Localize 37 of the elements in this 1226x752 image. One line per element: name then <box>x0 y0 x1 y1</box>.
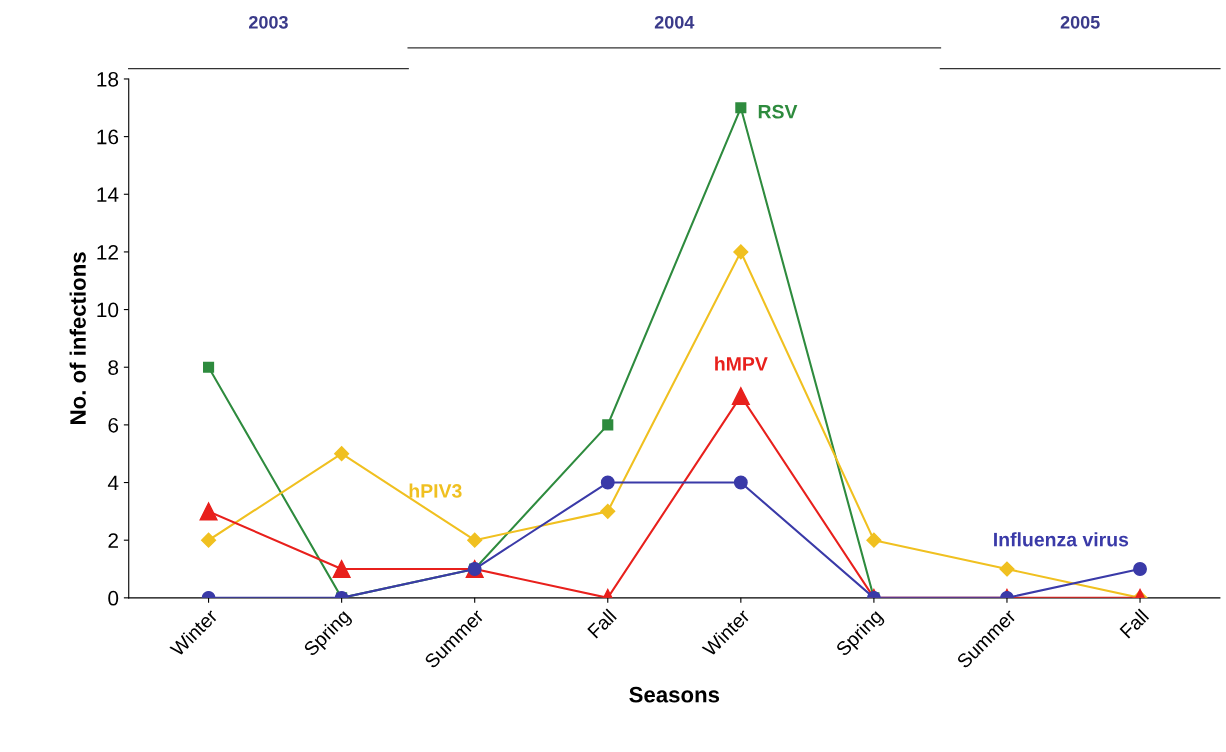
series-label: RSV <box>758 104 798 119</box>
point <box>199 502 218 521</box>
point <box>1133 562 1147 576</box>
x-tick-label: Fall <box>1119 608 1150 639</box>
point <box>999 561 1015 577</box>
y-tick-label: 2 <box>108 533 118 548</box>
y-axis-title: No. of infections <box>69 252 86 424</box>
series-label: hMPV <box>715 356 768 371</box>
y-tick-label: 10 <box>97 302 119 318</box>
series-label: hPIV3 <box>409 483 462 498</box>
y-tick-label: 14 <box>97 187 119 202</box>
y-tick-label: 16 <box>97 129 119 145</box>
y-tick-label: 4 <box>107 475 119 491</box>
point <box>467 532 483 548</box>
x-axis-title: Seasons <box>629 686 720 703</box>
point <box>200 532 217 548</box>
point <box>733 475 748 490</box>
point <box>203 361 215 373</box>
point <box>731 387 750 406</box>
text: 2005 <box>1060 15 1100 29</box>
x-tick-label: Fall <box>586 608 617 639</box>
point <box>733 244 749 260</box>
y-tick-label: 18 <box>97 71 119 87</box>
point <box>600 503 616 519</box>
y-tick-label: 6 <box>108 417 119 433</box>
series-label: Influenza virus <box>994 532 1129 547</box>
y-tick-label: 12 <box>97 244 118 260</box>
point <box>602 419 614 431</box>
point <box>600 475 615 490</box>
text: 2003 <box>248 15 288 29</box>
point <box>866 532 882 548</box>
point <box>332 559 351 579</box>
point <box>334 446 350 462</box>
y-tick-label: 0 <box>108 590 119 606</box>
text: 2004 <box>654 15 695 29</box>
y-tick-label: 8 <box>108 360 119 375</box>
point <box>735 102 747 114</box>
